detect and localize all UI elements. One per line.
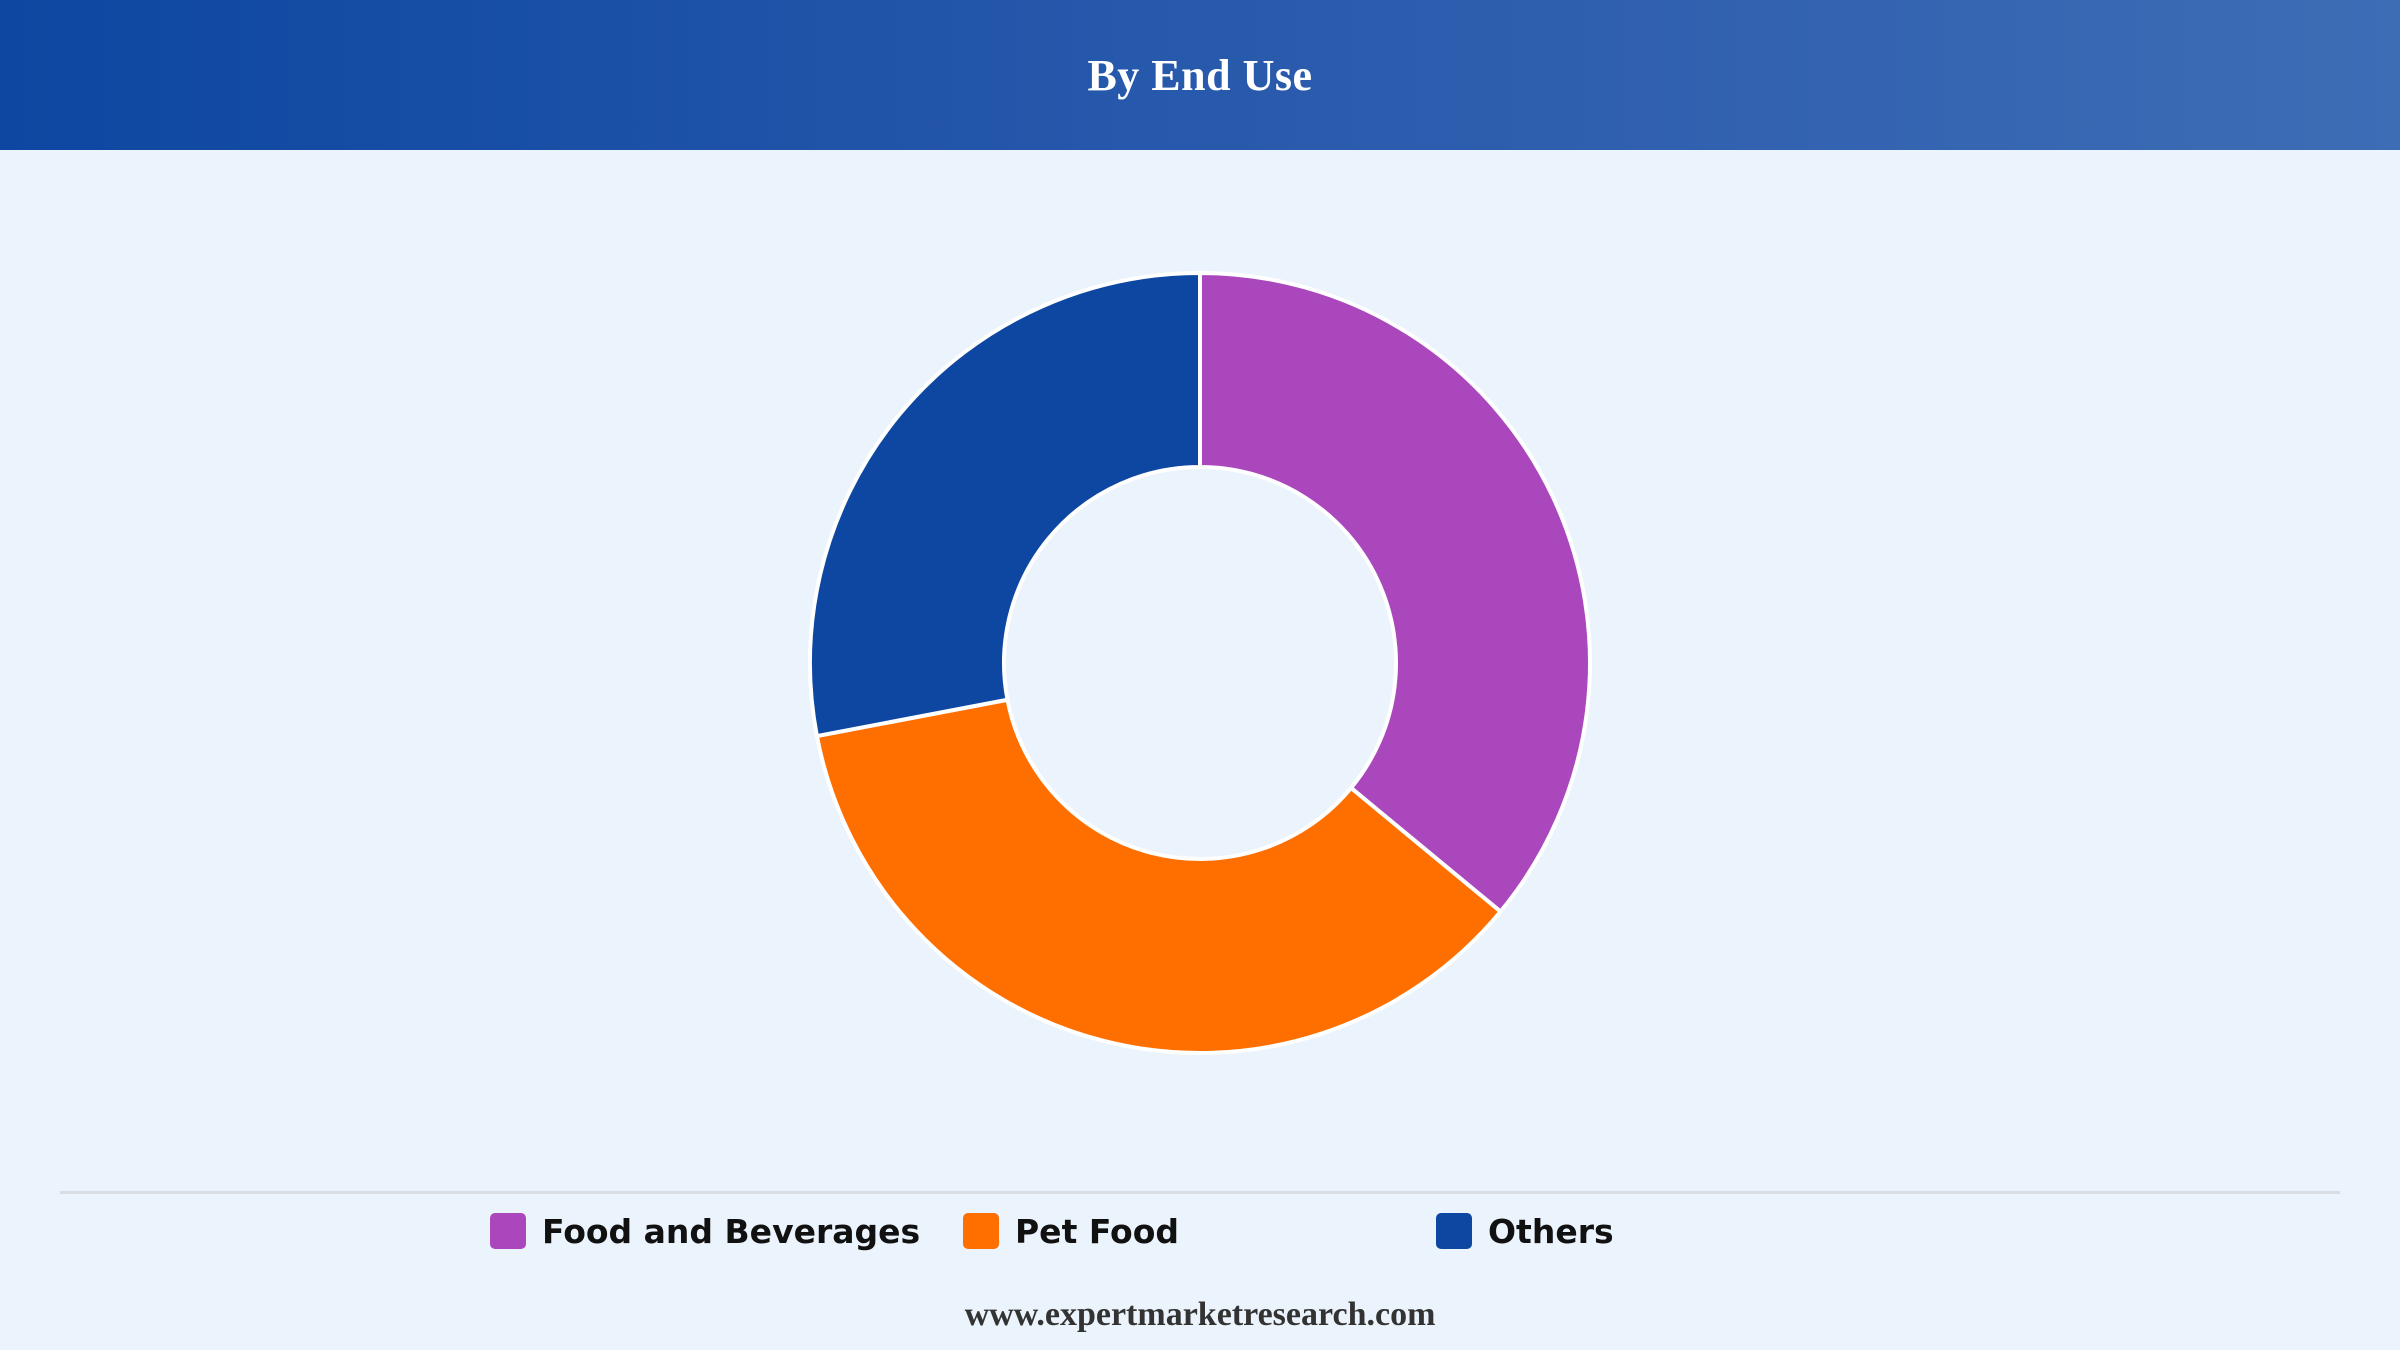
legend: Food and Beverages Pet Food Others: [0, 1206, 2400, 1256]
slice-food-and-beverages[interactable]: [1198, 271, 1592, 914]
legend-label: Pet Food: [1015, 1211, 1180, 1251]
legend-swatch-others: [1436, 1213, 1472, 1249]
legend-swatch-pet-food: [963, 1213, 999, 1249]
source-url: www.expertmarketresearch.com: [964, 1296, 1436, 1333]
legend-divider: [60, 1191, 2340, 1194]
chart-header: By End Use: [0, 0, 2400, 150]
legend-label: Food and Beverages: [542, 1211, 921, 1251]
legend-item-food-and-beverages[interactable]: Food and Beverages: [490, 1206, 920, 1256]
donut-chart: [808, 271, 1592, 1055]
chart-title: By End Use: [1087, 50, 1313, 100]
legend-item-others[interactable]: Others: [1436, 1206, 1614, 1256]
legend-item-pet-food[interactable]: Pet Food: [963, 1206, 1179, 1256]
legend-label: Others: [1488, 1211, 1614, 1251]
donut-slices: [808, 271, 1592, 1055]
chart-area: [0, 150, 2400, 1190]
slice-others[interactable]: [808, 271, 1202, 739]
slice-pet-food[interactable]: [814, 697, 1503, 1055]
legend-swatch-food-and-beverages: [490, 1213, 526, 1249]
